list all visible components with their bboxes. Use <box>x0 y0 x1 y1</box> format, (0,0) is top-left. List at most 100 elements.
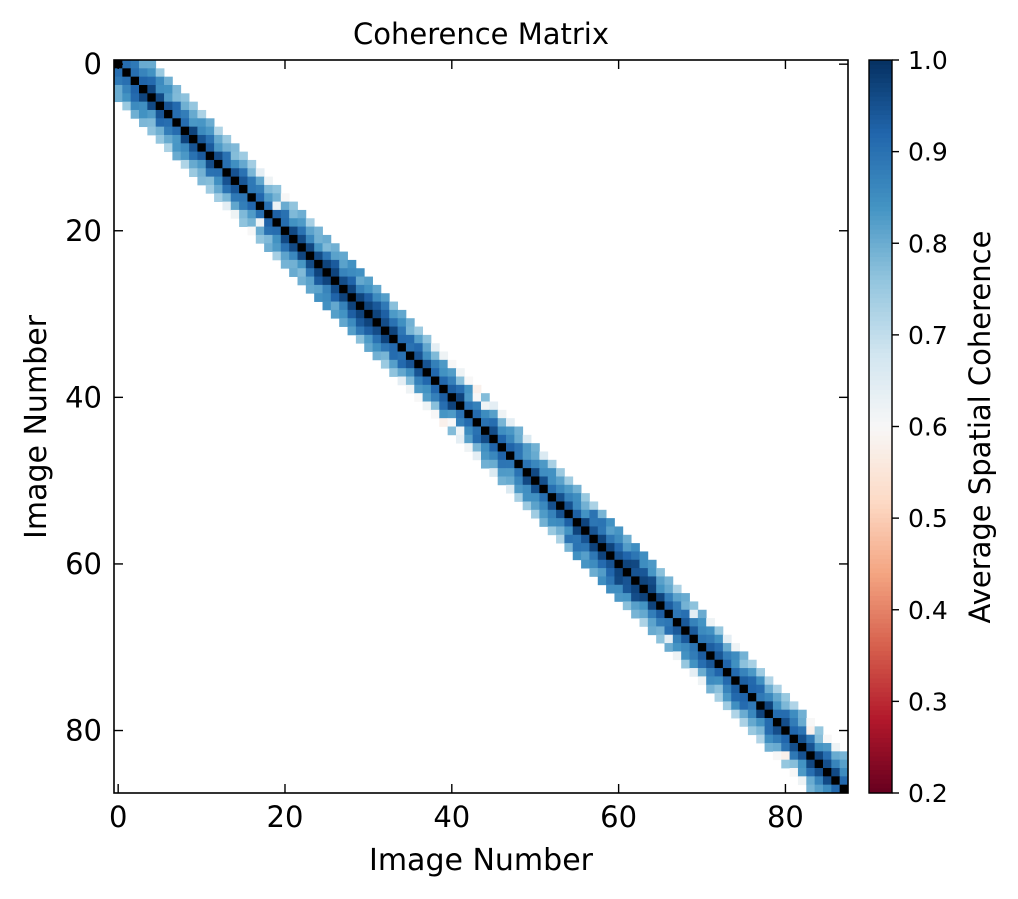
heatmap-cell <box>606 534 615 544</box>
colorbar-segment <box>869 325 892 331</box>
heatmap-cell <box>572 526 582 536</box>
heatmap-cell <box>389 309 398 319</box>
heatmap-cell <box>189 118 198 128</box>
heatmap-cell <box>564 534 574 544</box>
heatmap-cell <box>547 493 557 502</box>
heatmap-cell <box>731 668 740 677</box>
heatmap-cell <box>706 676 715 686</box>
heatmap-cell <box>172 151 182 161</box>
heatmap-cell <box>806 759 816 769</box>
heatmap-cell <box>789 701 799 711</box>
heatmap-cell <box>672 593 682 602</box>
heatmap-cell <box>572 551 582 561</box>
heatmap-cell <box>289 209 298 219</box>
heatmap-cell <box>764 693 774 702</box>
heatmap-cell <box>514 493 524 502</box>
heatmap-cell <box>639 584 649 594</box>
heatmap-cell <box>656 609 665 619</box>
heatmap-cell <box>814 734 824 744</box>
heatmap-cell <box>581 559 590 569</box>
heatmap-cell <box>355 334 365 344</box>
heatmap-cell <box>255 201 265 211</box>
heatmap-cell <box>581 501 590 511</box>
heatmap-cell <box>656 584 665 594</box>
colorbar-segment <box>869 508 892 515</box>
heatmap-cell <box>472 418 482 427</box>
heatmap-cell <box>622 559 632 569</box>
heatmap-cell <box>414 393 424 402</box>
heatmap-cell <box>439 418 449 427</box>
heatmap-cell <box>589 518 599 527</box>
heatmap-cell <box>714 651 724 661</box>
heatmap-cell <box>247 218 257 227</box>
heatmap-cell <box>556 509 565 519</box>
heatmap-cell <box>589 551 599 561</box>
heatmap-cell <box>439 359 449 369</box>
heatmap-cell <box>339 284 348 294</box>
colorbar-segment <box>869 357 892 363</box>
heatmap-cell <box>597 509 607 519</box>
chart-title: Coherence Matrix <box>353 17 609 51</box>
heatmap-cell <box>322 276 332 286</box>
colorbar-tick-label: 0.2 <box>908 779 948 808</box>
heatmap-cell <box>230 159 240 169</box>
heatmap-cell <box>289 259 298 269</box>
heatmap-cell <box>581 518 590 527</box>
heatmap-cell <box>739 718 749 727</box>
heatmap-cell <box>522 468 532 477</box>
heatmap-cell <box>656 626 665 636</box>
heatmap-cell <box>314 276 323 286</box>
colorbar-segment <box>869 344 892 350</box>
heatmap-cell <box>239 159 248 169</box>
heatmap-cell <box>556 526 565 536</box>
heatmap-cell <box>397 343 407 352</box>
heatmap-cell <box>139 118 148 128</box>
colorbar-tick-label: 0.4 <box>908 596 948 625</box>
colorbar-segment <box>869 270 892 276</box>
heatmap-cell <box>564 501 574 511</box>
colorbar-segment <box>869 751 892 757</box>
heatmap-cell <box>439 351 449 361</box>
heatmap-cell <box>764 701 774 711</box>
heatmap-cell <box>564 484 574 494</box>
heatmap-cell <box>339 309 348 319</box>
y-tick-label: 20 <box>65 214 102 248</box>
heatmap-cell <box>205 184 215 194</box>
colorbar-segment <box>869 527 892 533</box>
heatmap-cell <box>506 443 515 452</box>
heatmap-cell <box>564 476 574 486</box>
heatmap-cell <box>172 126 182 136</box>
heatmap-cell <box>522 451 532 461</box>
colorbar-segment <box>869 701 892 707</box>
heatmap-cell <box>389 343 398 352</box>
heatmap-cell <box>364 326 373 336</box>
heatmap-cell <box>522 434 532 444</box>
heatmap-cell <box>506 468 515 477</box>
heatmap-cell <box>514 459 524 469</box>
colorbar-segment <box>869 440 892 446</box>
heatmap-cell <box>364 301 373 311</box>
colorbar-segment <box>869 289 892 295</box>
colorbar-segment <box>869 481 892 487</box>
heatmap-cell <box>772 684 782 694</box>
heatmap-cell <box>581 493 590 502</box>
heatmap-cell <box>280 251 290 261</box>
heatmap-cell <box>297 234 307 244</box>
heatmap-cell <box>706 659 715 669</box>
heatmap-cell <box>722 651 732 661</box>
heatmap-cell <box>414 368 424 377</box>
heatmap-cell <box>280 201 290 211</box>
heatmap-cell <box>472 401 482 411</box>
colorbar-segment <box>869 192 892 199</box>
heatmap-cell <box>772 709 782 719</box>
heatmap-cell <box>731 701 740 711</box>
heatmap-cell <box>506 476 515 486</box>
heatmap-cell <box>422 393 432 402</box>
colorbar-segment <box>869 559 892 565</box>
heatmap-cell <box>289 234 298 244</box>
heatmap-cell <box>589 568 599 577</box>
heatmap-cell <box>631 609 640 619</box>
heatmap-cell <box>355 284 365 294</box>
heatmap-cell <box>564 543 574 552</box>
heatmap-cell <box>606 518 615 527</box>
